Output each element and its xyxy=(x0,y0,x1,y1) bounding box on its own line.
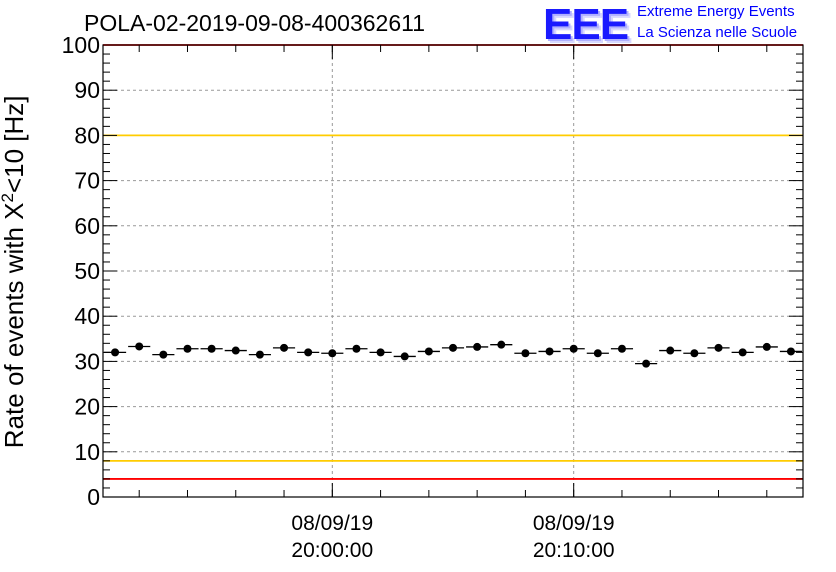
data-point xyxy=(304,348,313,357)
y-tick-label: 20 xyxy=(74,394,100,420)
data-point xyxy=(642,359,651,368)
y-tick-label: 90 xyxy=(74,77,100,103)
x-tick-label-date: 08/09/19 xyxy=(533,512,615,535)
data-point xyxy=(424,347,433,356)
y-tick-label: 10 xyxy=(74,439,100,465)
data-point xyxy=(690,349,699,358)
data-point xyxy=(786,347,795,356)
x-tick-label-date: 08/09/19 xyxy=(291,512,373,535)
data-point xyxy=(497,340,506,349)
data-point xyxy=(714,343,723,352)
data-point xyxy=(617,344,626,353)
data-point xyxy=(376,348,385,357)
x-tick-label-time: 20:10:00 xyxy=(533,539,615,562)
y-tick-label: 30 xyxy=(74,348,100,374)
y-tick-label: 100 xyxy=(62,32,100,58)
data-point xyxy=(762,342,771,351)
y-tick-label: 60 xyxy=(74,213,100,239)
data-point xyxy=(135,342,144,351)
data-point xyxy=(159,350,168,359)
data-point xyxy=(666,346,675,355)
y-tick-label: 50 xyxy=(74,258,100,284)
y-tick-label: 0 xyxy=(87,484,100,510)
data-point xyxy=(207,344,216,353)
data-point xyxy=(569,344,578,353)
data-point xyxy=(352,344,361,353)
data-point xyxy=(400,352,409,361)
data-point xyxy=(738,348,747,357)
data-point xyxy=(231,346,240,355)
logo-line-1: Extreme Energy Events xyxy=(637,3,795,20)
data-point xyxy=(521,349,530,358)
logo-line-2: La Scienza nelle Scuole xyxy=(637,24,798,41)
eee-logo: EEE xyxy=(543,0,629,49)
x-tick-label-time: 20:00:00 xyxy=(291,539,373,562)
y-tick-label: 40 xyxy=(74,303,100,329)
data-point xyxy=(593,349,602,358)
data-point xyxy=(255,350,264,359)
y-tick-label: 80 xyxy=(74,122,100,148)
data-point xyxy=(473,342,482,351)
chart-title: POLA-02-2019-09-08-400362611 xyxy=(84,10,425,36)
data-point xyxy=(111,348,120,357)
data-point xyxy=(449,343,457,352)
data-point xyxy=(545,347,554,356)
data-point xyxy=(280,343,289,352)
data-point xyxy=(183,344,192,353)
y-tick-label: 70 xyxy=(74,168,100,194)
data-point xyxy=(328,349,337,358)
